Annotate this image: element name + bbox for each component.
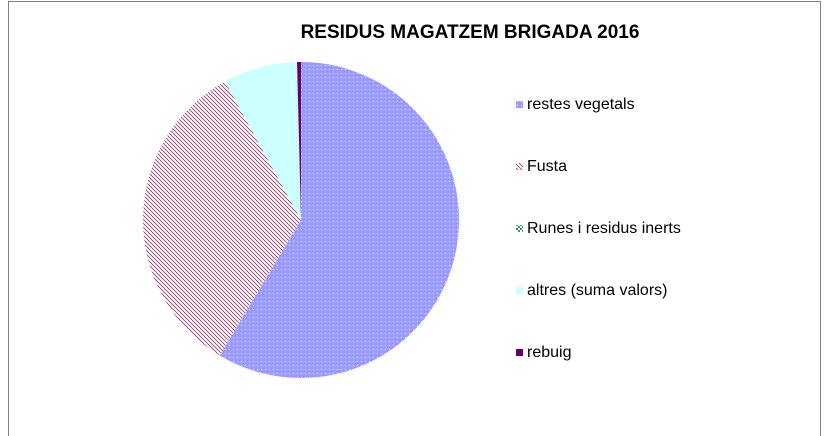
pie-slice [219, 62, 460, 379]
legend-swatch [516, 101, 523, 108]
legend-swatch [516, 287, 523, 294]
pie-slice [143, 81, 301, 356]
legend-swatch [516, 225, 523, 232]
legend-label: altres (suma valors) [527, 282, 667, 299]
pie-slice [224, 62, 301, 220]
legend-label: rebuig [527, 344, 571, 361]
pie-slice [297, 62, 301, 220]
legend-swatch [516, 349, 523, 356]
legend-label: Runes i residus inerts [527, 220, 681, 237]
chart-title: RESIDUS MAGATZEM BRIGADA 2016 [301, 22, 640, 43]
legend-label: Fusta [527, 158, 567, 175]
legend-label: restes vegetals [527, 96, 635, 113]
legend-swatch [516, 163, 523, 170]
